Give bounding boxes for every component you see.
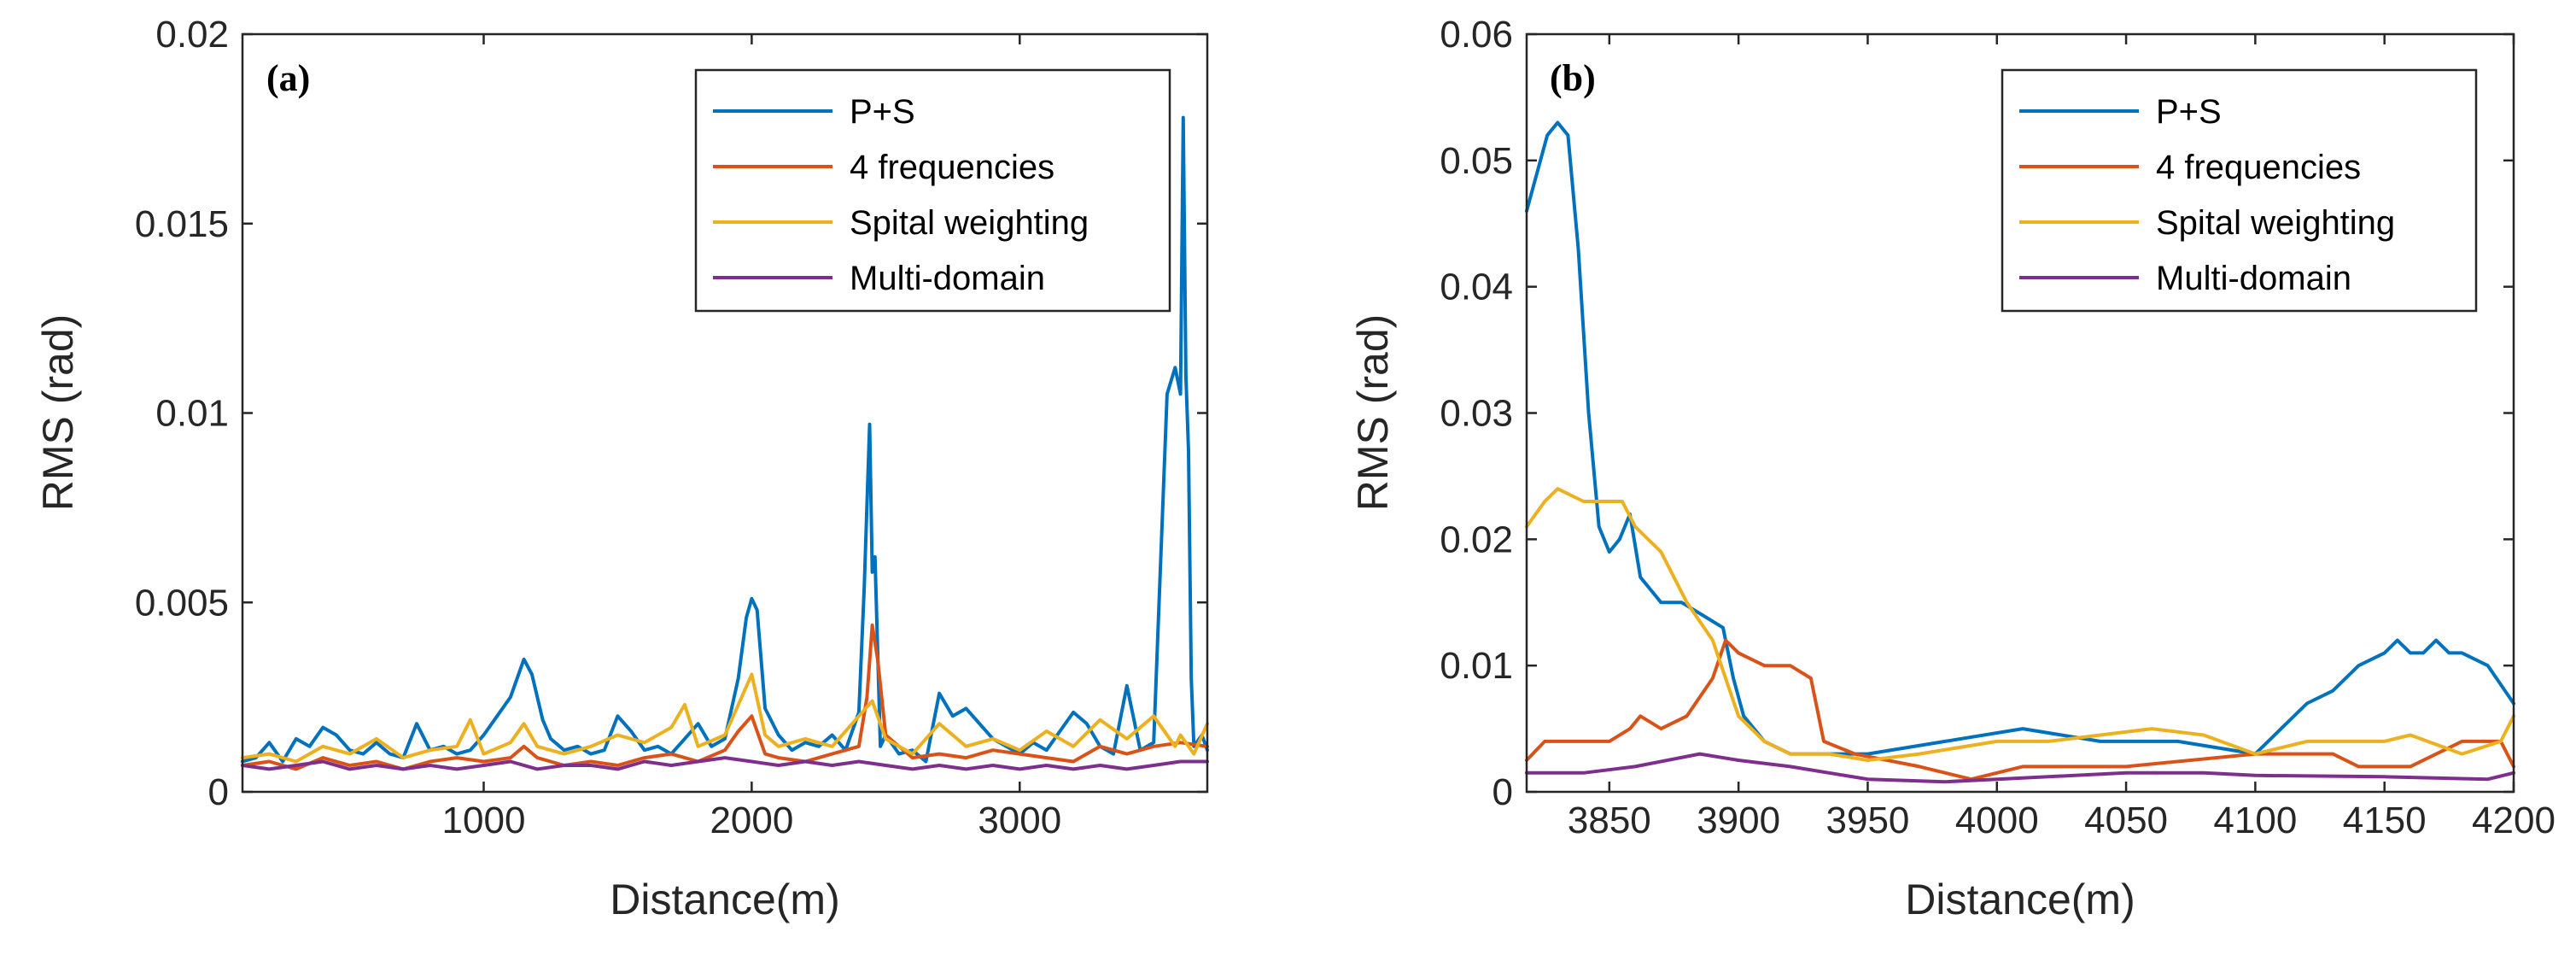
x-tick-label-b: 3850 [1568, 800, 1651, 841]
x-tick-label-b: 4200 [2472, 800, 2556, 841]
legend-label-spatial-a: Spital weighting [850, 204, 1089, 242]
series-group-a [241, 115, 1209, 771]
legend-label-4freq-b: 4 frequencies [2156, 149, 2361, 186]
x-axis-label-b: Distance(m) [1905, 876, 2135, 923]
series-group-b [1525, 120, 2515, 784]
x-tick-label-b: 4150 [2343, 800, 2427, 841]
series-line-multi-a [241, 756, 1209, 771]
y-tick-label-b: 0.01 [1440, 645, 1513, 687]
legend-label-spatial-b: Spital weighting [2156, 204, 2395, 242]
y-tick-label-b: 0.02 [1440, 519, 1513, 560]
chart-panel-a: 1000 2000 3000 0 0.005 0.01 0.015 0.02 (a) Dist… [34, 14, 1209, 923]
legend-label-4freq-a: 4 frequencies [850, 149, 1054, 186]
y-axis-label-b: RMS (rad) [1349, 314, 1397, 512]
legend-b: P+S 4 frequencies Spital weighting Multi… [2001, 68, 2478, 313]
x-tick-label-b: 3950 [1826, 800, 1910, 841]
y-tick-label-a: 0.015 [135, 203, 229, 245]
x-tick-label-a: 2000 [710, 800, 793, 841]
x-tick-label-b: 4050 [2084, 800, 2168, 841]
y-tick-label-a: 0.005 [135, 582, 229, 624]
legend-label-multi-a: Multi-domain [850, 260, 1045, 297]
y-tick-label-a: 0 [208, 771, 229, 813]
x-tick-label-b: 4000 [1955, 800, 2039, 841]
ticks-group-a: 1000 2000 3000 0 0.005 0.01 0.015 0.02 [135, 14, 1207, 841]
y-tick-label-b: 0.06 [1440, 14, 1513, 56]
y-tick-label-b: 0.05 [1440, 140, 1513, 182]
series-line-4freq-b [1525, 638, 2515, 782]
legend-label-ps-b: P+S [2156, 93, 2222, 131]
series-line-spatial-a [241, 672, 1209, 764]
series-line-multi-b [1525, 752, 2515, 784]
x-tick-label-a: 1000 [442, 800, 526, 841]
legend-label-multi-b: Multi-domain [2156, 260, 2351, 297]
y-tick-label-a: 0.02 [155, 14, 229, 56]
y-tick-label-b: 0.04 [1440, 267, 1513, 308]
legend-label-ps-a: P+S [850, 93, 915, 131]
series-line-spatial-b [1525, 487, 2515, 762]
series-line-4freq-a [241, 623, 1209, 771]
x-tick-label-b: 4100 [2213, 800, 2297, 841]
x-tick-label-b: 3900 [1697, 800, 1780, 841]
y-axis-label-a: RMS (rad) [34, 314, 82, 512]
chart-panel-b: 3850 3900 3950 4000 4050 4100 4150 4200 0 0.01 0.0… [1349, 14, 2556, 923]
ticks-group-b: 3850 3900 3950 4000 4050 4100 4150 4200 0 0.01 0.0… [1440, 14, 2556, 841]
panel-label-b: (b) [1550, 57, 1596, 99]
x-tick-label-a: 3000 [978, 800, 1061, 841]
y-tick-label-b: 0.03 [1440, 393, 1513, 435]
panel-label-a: (a) [266, 57, 310, 99]
y-tick-label-b: 0 [1492, 771, 1513, 813]
x-axis-label-a: Distance(m) [610, 876, 839, 923]
legend-a: P+S 4 frequencies Spital weighting Multi… [694, 68, 1171, 313]
y-tick-label-a: 0.01 [155, 393, 229, 435]
